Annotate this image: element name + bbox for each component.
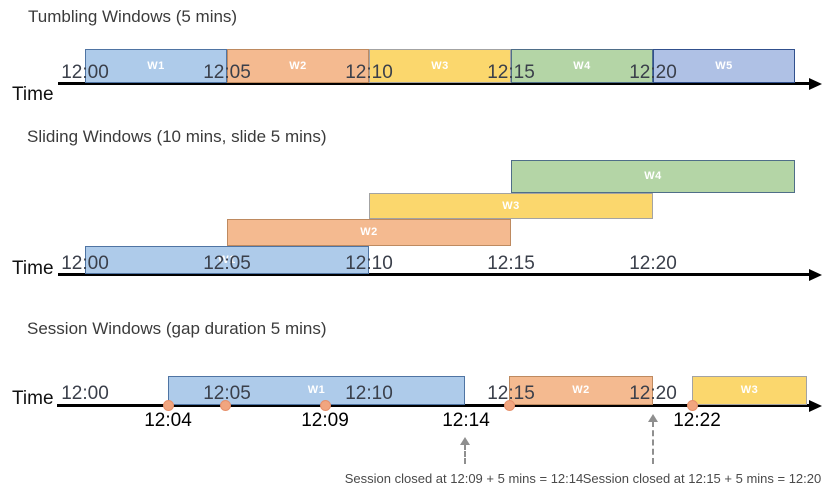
event-dot [162, 399, 174, 411]
tumbling-window-w1: W1 [85, 49, 227, 83]
sliding-time-axis [58, 273, 810, 276]
event-dot [503, 399, 515, 411]
window-label: W4 [644, 170, 662, 182]
session-close-annotation: Session closed at 12:15 + 5 mins = 12:20 [582, 471, 822, 486]
tumbling-axis-arrowhead-icon [809, 78, 822, 90]
sliding-title: Sliding Windows (10 mins, slide 5 mins) [27, 127, 327, 146]
session-window-w3: W3 [692, 376, 807, 405]
tumbling-tick-1210: 12:10 [345, 62, 393, 83]
tumbling-tick-1215: 12:15 [487, 62, 535, 83]
window-label: W1 [307, 384, 326, 396]
window-label: W2 [572, 384, 590, 396]
sliding-time-axis-label: Time [12, 258, 54, 279]
event-dot [686, 399, 698, 411]
sliding-window-w4: W4 [511, 160, 795, 193]
session-window-w2: W2 [509, 376, 653, 405]
sliding-axis-arrowhead-icon [809, 269, 822, 281]
tumbling-window-w5: W5 [653, 49, 795, 83]
session-close-arrow-icon [460, 437, 470, 445]
tumbling-window-w3: W3 [369, 49, 511, 83]
window-label: W3 [740, 384, 759, 396]
tumbling-title: Tumbling Windows (5 mins) [28, 7, 238, 26]
window-label: W3 [502, 199, 520, 212]
session-tick-1220: 12:20 [629, 383, 677, 404]
session-close-annotation: Session closed at 12:09 + 5 mins = 12:14 [344, 471, 584, 486]
sliding-window-w3: W3 [369, 193, 653, 219]
window-label: W3 [431, 59, 449, 72]
event-time-label-1222: 12:22 [673, 410, 721, 431]
session-window-w1: W1 [168, 376, 465, 405]
window-label: W2 [360, 226, 378, 238]
window-label: W1 [147, 59, 165, 72]
event-dot [319, 399, 331, 411]
sliding-tick-1215: 12:15 [487, 253, 535, 274]
sliding-tick-1205: 12:05 [203, 253, 251, 274]
sliding-tick-1220: 12:20 [629, 253, 677, 274]
tumbling-window-w4: W4 [511, 49, 653, 83]
event-time-label-1209: 12:09 [301, 410, 349, 431]
sliding-tick-1200: 12:00 [61, 253, 109, 274]
event-time-label-1204: 12:04 [144, 410, 192, 431]
sliding-window-w1: W1 [85, 246, 369, 274]
session-tick-1205: 12:05 [203, 383, 251, 404]
tumbling-time-axis [58, 82, 810, 85]
event-dot [219, 399, 231, 411]
window-label: W2 [289, 59, 307, 72]
window-label: W5 [715, 59, 733, 72]
tumbling-tick-1220: 12:20 [629, 62, 677, 83]
tumbling-tick-1200: 12:00 [61, 62, 109, 83]
session-time-axis [57, 404, 810, 407]
session-tick-1200: 12:00 [61, 383, 109, 404]
session-close-arrow-line [464, 444, 466, 464]
session-close-arrow-line [652, 421, 654, 464]
session-title: Session Windows (gap duration 5 mins) [27, 319, 327, 338]
tumbling-tick-1205: 12:05 [203, 62, 251, 83]
tumbling-window-w2: W2 [227, 49, 369, 83]
event-time-label-1214: 12:14 [442, 410, 490, 431]
session-tick-1210: 12:10 [345, 383, 393, 404]
sliding-window-w2: W2 [227, 219, 511, 246]
session-axis-arrowhead-icon [809, 400, 822, 412]
session-tick-1215: 12:15 [487, 383, 535, 404]
window-label: W1 [218, 253, 236, 266]
sliding-tick-1210: 12:10 [345, 253, 393, 274]
window-label: W4 [573, 59, 591, 72]
tumbling-time-axis-label: Time [12, 84, 54, 105]
session-time-axis-label: Time [12, 388, 54, 409]
session-close-arrow-icon [648, 414, 658, 422]
